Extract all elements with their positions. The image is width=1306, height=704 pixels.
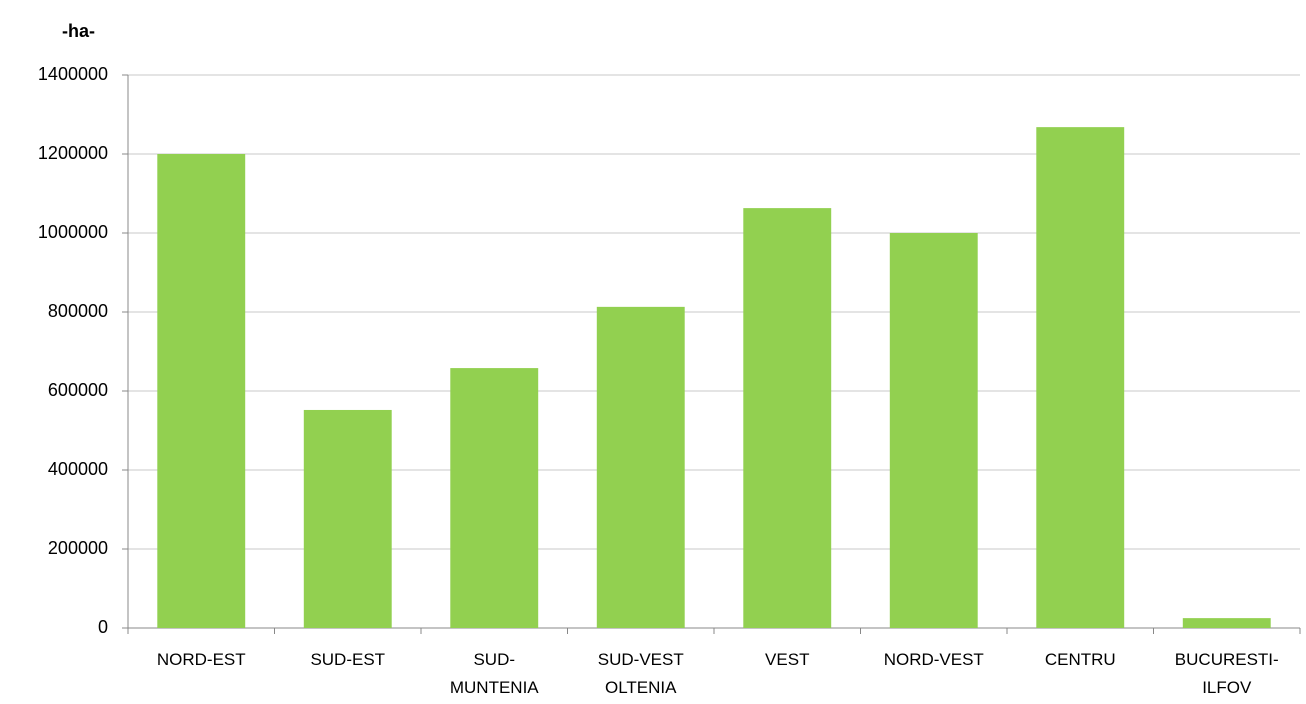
y-tick-label: 800000 — [48, 301, 108, 321]
y-tick-label: 200000 — [48, 538, 108, 558]
bar — [1182, 618, 1271, 628]
x-tick-label: SUD-MUNTENIA — [449, 650, 539, 697]
y-tick-label: 600000 — [48, 380, 108, 400]
x-tick-label: NORD-VEST — [883, 650, 984, 669]
x-tick-label: NORD-EST — [156, 650, 246, 669]
y-tick-label: 0 — [98, 617, 108, 637]
bar — [1036, 127, 1125, 628]
x-tick-label: SUD-VEST OLTENIA — [597, 650, 684, 697]
bar — [450, 368, 539, 628]
bar — [889, 233, 978, 628]
bar — [596, 306, 685, 628]
chart-title: -ha- — [62, 21, 95, 41]
y-tick-label: 1000000 — [38, 222, 108, 242]
bar — [743, 208, 832, 629]
x-tick-label: CENTRU — [1044, 650, 1116, 669]
bar — [303, 409, 392, 628]
bar — [157, 154, 246, 628]
x-tick-label: VEST — [765, 650, 810, 669]
y-tick-label: 400000 — [48, 459, 108, 479]
x-tick-label: BUCURESTI-ILFOV — [1174, 650, 1279, 697]
x-tick-label: SUD-EST — [310, 650, 386, 669]
y-tick-label: 1200000 — [38, 143, 108, 163]
y-tick-label: 1400000 — [38, 64, 108, 84]
